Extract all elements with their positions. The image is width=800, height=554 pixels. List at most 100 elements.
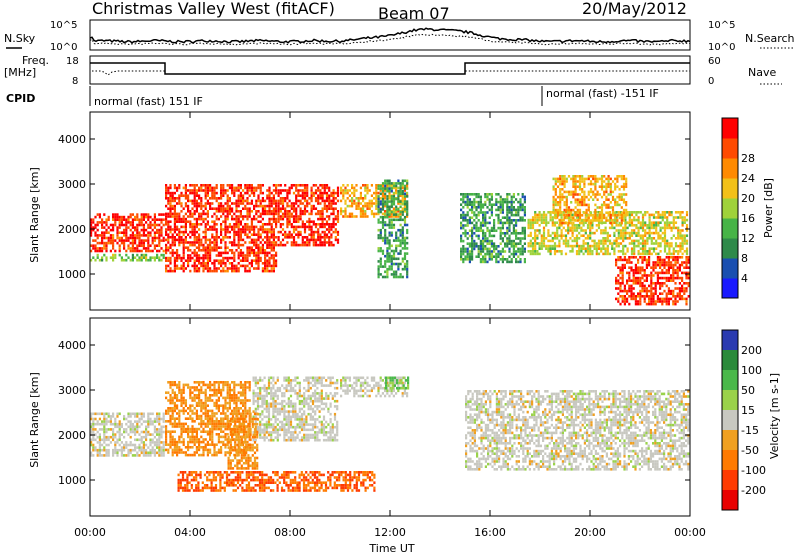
heatmap-cell <box>630 229 634 232</box>
heatmap-cell <box>355 202 358 205</box>
heatmap-cell <box>151 441 154 444</box>
heatmap-cell <box>173 243 176 247</box>
heatmap-cell <box>619 237 623 240</box>
heatmap-cell <box>618 193 621 196</box>
heatmap-cell <box>189 189 192 192</box>
heatmap-cell <box>655 211 658 214</box>
heatmap-cell <box>288 220 291 223</box>
heatmap-cell <box>112 253 115 257</box>
heatmap-cell <box>490 252 493 256</box>
heatmap-cell <box>250 249 253 252</box>
heatmap-cell <box>129 223 132 227</box>
heatmap-cell <box>388 191 391 195</box>
heatmap-cell <box>462 250 465 253</box>
heatmap-cell <box>646 211 649 214</box>
heatmap-cell <box>388 234 391 237</box>
heatmap-cell <box>462 200 465 204</box>
heatmap-cell <box>160 417 163 421</box>
heatmap-cell <box>253 238 256 242</box>
heatmap-cell <box>475 255 478 258</box>
heatmap-cell <box>633 224 636 227</box>
heatmap-cell <box>275 236 278 239</box>
heatmap-cell <box>211 220 214 223</box>
heatmap-cell <box>585 203 588 207</box>
heatmap-cell <box>259 233 262 236</box>
heatmap-cell <box>390 210 393 214</box>
heatmap-cell <box>683 271 686 275</box>
heatmap-cell <box>259 212 262 216</box>
heatmap-cell <box>310 225 313 229</box>
heatmap-cell <box>180 202 183 205</box>
heatmap-cell <box>643 300 646 303</box>
heatmap-cell <box>158 441 161 444</box>
heatmap-cell <box>403 241 407 245</box>
heatmap-cell <box>173 440 176 444</box>
heatmap-cell <box>386 179 389 183</box>
heatmap-cell <box>301 197 304 200</box>
heatmap-cell <box>395 262 398 266</box>
heatmap-cell <box>107 420 110 423</box>
heatmap-cell <box>551 239 554 243</box>
heatmap-cell <box>681 234 684 237</box>
heatmap-cell <box>215 249 218 252</box>
heatmap-cell <box>334 223 337 226</box>
heatmap-cell <box>233 228 236 231</box>
heatmap-cell <box>149 231 152 234</box>
heatmap-cell <box>195 264 198 268</box>
heatmap-cell <box>620 177 623 181</box>
heatmap-cell <box>623 302 626 306</box>
heatmap-cell <box>202 256 205 260</box>
heatmap-cell <box>92 425 95 429</box>
heatmap-cell <box>153 448 156 452</box>
heatmap-cell <box>661 269 664 272</box>
heatmap-cell <box>622 188 626 191</box>
heatmap-cell <box>663 221 667 224</box>
heatmap-cell <box>306 184 309 187</box>
heatmap-cell <box>508 239 511 243</box>
heatmap-cell <box>334 230 337 234</box>
heatmap-cell <box>116 415 119 418</box>
heatmap-cell <box>107 218 110 221</box>
heatmap-cell <box>392 254 396 258</box>
heatmap-cell <box>127 256 130 259</box>
heatmap-cell <box>151 228 154 232</box>
heatmap-cell <box>600 242 603 245</box>
heatmap-cell <box>222 236 225 239</box>
heatmap-cell <box>403 247 407 250</box>
heatmap-cell <box>462 239 465 243</box>
heatmap-cell <box>553 252 557 256</box>
heatmap-cell <box>178 220 181 223</box>
heatmap-cell <box>332 189 335 192</box>
plot-title: Christmas Valley West (fitACF) <box>92 0 335 18</box>
heatmap-cell <box>397 197 400 201</box>
heatmap-cell <box>275 189 278 192</box>
heatmap-cell <box>392 200 396 203</box>
heatmap-cell <box>171 249 174 252</box>
heatmap-cell <box>266 197 269 200</box>
heatmap-cell <box>392 226 396 229</box>
heatmap-cell <box>272 243 275 247</box>
heatmap-cell <box>464 203 467 206</box>
heatmap-cell <box>395 234 398 237</box>
heatmap-cell <box>255 267 258 270</box>
heatmap-cell <box>616 177 619 181</box>
heatmap-cell <box>213 212 216 216</box>
heatmap-cell <box>158 234 161 237</box>
heatmap-cell <box>392 273 396 276</box>
heatmap-cell <box>220 186 223 190</box>
heatmap-cell <box>460 198 463 201</box>
heatmap-cell <box>493 250 496 253</box>
heatmap-cell <box>173 409 176 413</box>
heatmap-cell <box>639 300 642 303</box>
heatmap-cell <box>384 221 387 224</box>
heatmap-cell <box>570 211 573 214</box>
heatmap-cell <box>211 207 214 210</box>
heatmap-cell <box>336 241 340 244</box>
heatmap-cell <box>508 250 511 253</box>
heatmap-cell <box>542 239 546 243</box>
heatmap-cell <box>626 279 629 282</box>
heatmap-cell <box>167 269 170 273</box>
heatmap-cell <box>603 203 606 207</box>
heatmap-cell <box>635 224 638 227</box>
heatmap-cell <box>244 225 247 229</box>
